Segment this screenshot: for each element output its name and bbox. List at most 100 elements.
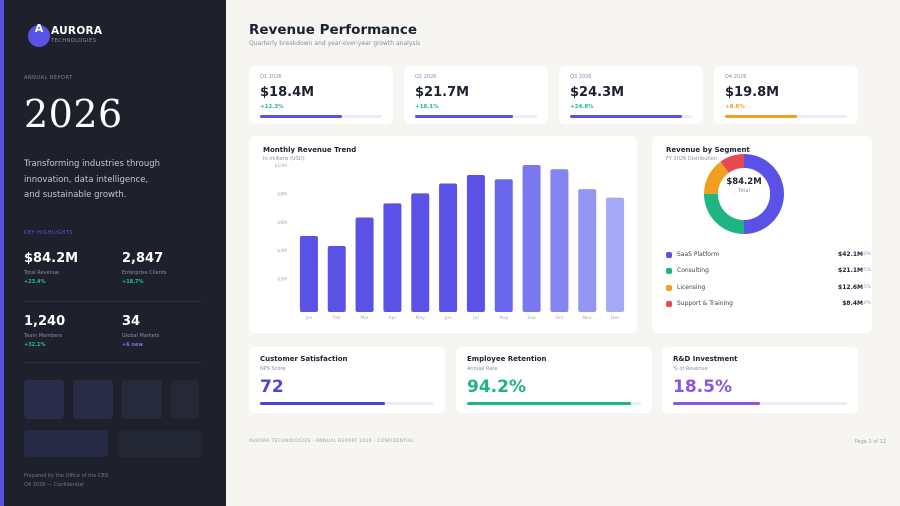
legend-percent: 50% (860, 252, 871, 257)
legend-swatch (666, 285, 672, 291)
quarter-value: $18.4M (260, 85, 315, 100)
legend-label: Licensing (677, 284, 706, 291)
metric-card-rd-investment: R&D Investment % of Revenue 18.5% (662, 347, 858, 413)
chart-subtitle: In millions (USD) (263, 156, 305, 162)
metric-progress-track (673, 402, 847, 405)
bar-jul (466, 174, 485, 312)
revenue-segment-card: Revenue by Segment FY 2026 Distribution … (652, 136, 872, 333)
quarter-label: Q2 2026 (415, 74, 437, 80)
quarter-progress-fill (570, 115, 683, 118)
bar-may (411, 193, 430, 312)
donut-center-label: Total (737, 188, 750, 194)
bar-sep (522, 165, 541, 312)
kpi-value: 2,847 (122, 251, 164, 266)
quarter-label: Q3 2026 (570, 74, 592, 80)
kpi-value: 34 (122, 314, 141, 329)
brand-logo-letter: A (34, 22, 44, 35)
monthly-revenue-chart: $2M $4M $6M $8M $10M Jan Feb Mar Apr May Jun Jul Aug… (275, 163, 625, 321)
metric-progress-track (260, 402, 434, 405)
kpi-delta: +32.1% (24, 342, 46, 348)
metric-value: 18.5% (673, 377, 732, 397)
chart-title: Monthly Revenue Trend (263, 146, 357, 154)
metric-progress-fill (673, 402, 760, 405)
legend-label: Support & Training (677, 300, 733, 307)
tagline-line: and sustainable growth. (24, 190, 127, 200)
quarter-label: Q1 2026 (260, 74, 282, 80)
revenue-segment-donut: $84.2M Total (704, 154, 784, 234)
decorative-tile (24, 430, 108, 457)
metric-title: Customer Satisfaction (260, 355, 348, 363)
legend-swatch (666, 268, 672, 274)
x-tick-label: Apr (389, 315, 397, 321)
x-tick-label: Jul (472, 315, 478, 321)
quarter-delta: +8.6% (725, 104, 745, 110)
metric-subtitle: % of Revenue (673, 366, 708, 372)
x-tick-label: Dec (611, 315, 620, 321)
kpi-label: Team Members (24, 333, 62, 339)
page-subtitle: Quarterly breakdown and year-over-year g… (249, 40, 421, 47)
metric-value: 72 (260, 377, 284, 397)
monthly-revenue-card: Monthly Revenue Trend In millions (USD) … (249, 136, 637, 333)
bar-aug (494, 179, 513, 312)
legend-swatch (666, 252, 672, 258)
bar-mar (355, 217, 374, 312)
legend-value: $42.1M (838, 251, 863, 258)
x-tick-label: Feb (333, 315, 341, 321)
legend-label: SaaS Platform (677, 251, 720, 258)
metric-title: R&D Investment (673, 355, 738, 363)
kpi-label: Total Revenue (24, 270, 60, 276)
legend-label: Consulting (677, 267, 709, 274)
kpi-value: $84.2M (24, 251, 79, 266)
quarter-progress-fill (725, 115, 797, 118)
kpi-divider (24, 362, 202, 363)
report-year: 2026 (24, 92, 123, 136)
metric-title: Employee Retention (467, 355, 547, 363)
kpi-global-markets: 34 Global Markets +6 new (122, 314, 212, 348)
sidebar: A AURORA TECHNOLOGIES ANNUAL REPORT 2026… (0, 0, 226, 506)
quarter-value: $24.3M (570, 85, 625, 100)
key-highlights-label: KEY HIGHLIGHTS (24, 230, 74, 236)
page-number: Page 1 of 12 (854, 439, 886, 445)
metric-value: 94.2% (467, 377, 526, 397)
quarter-progress-track (260, 115, 382, 118)
x-tick-label: Sep (527, 315, 536, 321)
x-tick-label: Mar (360, 315, 369, 321)
bar-apr (383, 203, 402, 312)
quarter-progress-fill (260, 115, 342, 118)
quarter-progress-fill (415, 115, 513, 118)
kpi-team-members: 1,240 Team Members +32.1% (24, 314, 114, 348)
legend-value: $8.4M (842, 300, 863, 307)
quarter-progress-track (570, 115, 692, 118)
quarter-value: $19.8M (725, 85, 780, 100)
metric-progress-fill (467, 402, 631, 405)
y-tick-label: $2M (277, 277, 287, 283)
legend-value: $21.1M (838, 267, 863, 274)
donut-slice-support-training (720, 154, 744, 173)
kpi-total-revenue: $84.2M Total Revenue +23.4% (24, 251, 114, 285)
bar-dec (606, 197, 625, 312)
metric-card-employee-retention: Employee Retention Annual Rate 94.2% (456, 347, 652, 413)
y-tick-label: $6M (277, 220, 287, 226)
x-tick-label: May (416, 315, 426, 321)
quarter-delta: +18.1% (415, 104, 439, 110)
metric-progress-track (467, 402, 641, 405)
kpi-label: Global Markets (122, 333, 160, 339)
y-tick-label: $8M (277, 191, 287, 197)
quarter-value: $21.7M (415, 85, 470, 100)
quarter-card-q4: Q4 2026 $19.8M +8.6% (714, 66, 858, 124)
quarter-card-q2: Q2 2026 $21.7M +18.1% (404, 66, 548, 124)
brand-subtitle: TECHNOLOGIES (51, 38, 97, 44)
bar-jun (439, 183, 458, 312)
metric-subtitle: Annual Rate (467, 366, 498, 372)
metric-subtitle: NPS Score (260, 366, 286, 372)
quarter-delta: +12.3% (260, 104, 284, 110)
metric-card-customer-satisfaction: Customer Satisfaction NPS Score 72 (249, 347, 445, 413)
y-tick-label: $4M (277, 248, 287, 254)
quarter-delta: +24.8% (570, 104, 594, 110)
kpi-label: Enterprise Clients (122, 270, 167, 276)
x-tick-label: Oct (556, 315, 564, 321)
tagline-line: Transforming industries through (24, 159, 161, 169)
donut-center-value: $84.2M (726, 177, 761, 187)
decorative-tile (73, 380, 113, 419)
bar-feb (327, 245, 346, 312)
